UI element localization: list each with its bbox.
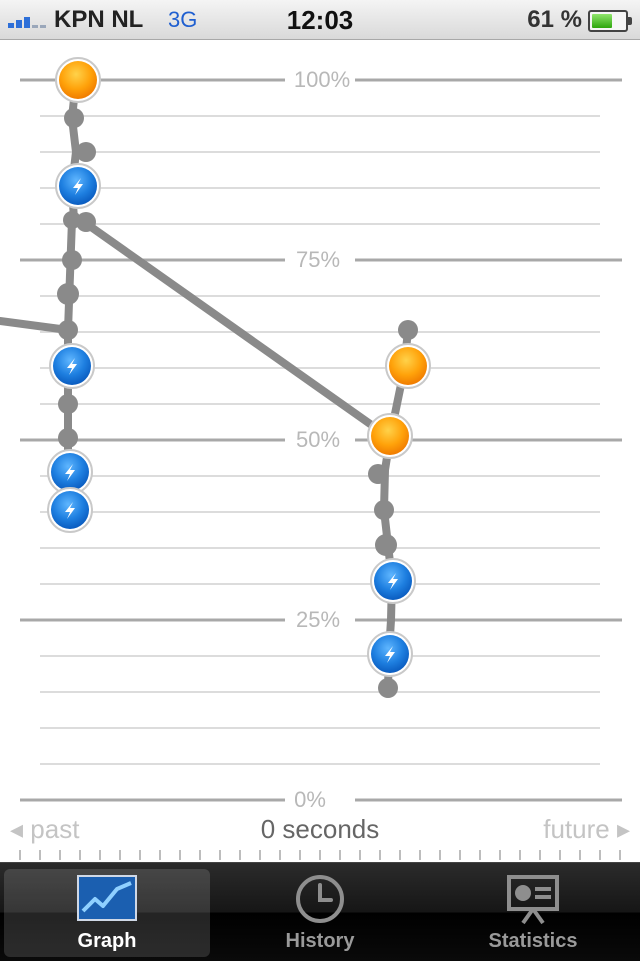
charging-marker[interactable] [47, 487, 93, 533]
past-label[interactable]: ◂ past [10, 814, 80, 844]
clock-icon [296, 875, 344, 923]
battery-fill [592, 14, 612, 28]
full-charge-marker[interactable] [55, 57, 101, 103]
signal-strength-icon [8, 12, 48, 28]
graph-canvas: 100% 75% 50% 25% 0% [0, 57, 622, 812]
charging-marker[interactable] [367, 631, 413, 677]
graph-icon [77, 875, 137, 921]
y-label-0: 0% [294, 787, 326, 812]
timeline-ticks [19, 850, 621, 860]
tab-statistics[interactable]: Statistics [430, 869, 636, 957]
battery-icon [588, 10, 632, 32]
full-charge-marker[interactable] [385, 343, 431, 389]
y-label-50: 50% [296, 427, 340, 452]
history-points [57, 108, 418, 698]
future-label[interactable]: future ▸ [543, 814, 630, 844]
tab-history[interactable]: History [217, 869, 423, 957]
y-label-25: 25% [296, 607, 340, 632]
charging-marker[interactable] [55, 163, 101, 209]
tab-graph[interactable]: Graph [4, 869, 210, 957]
charging-marker[interactable] [370, 558, 416, 604]
tab-history-label: History [285, 930, 355, 952]
battery-percent: 61 % [527, 6, 582, 33]
tab-statistics-label: Statistics [488, 930, 578, 952]
y-label-100: 100% [294, 67, 350, 92]
presentation-icon [507, 875, 559, 925]
charging-marker[interactable] [47, 449, 93, 495]
tab-bar: Graph History Statistics [0, 862, 640, 961]
timeline[interactable]: ◂ past 0 seconds future ▸ [0, 810, 640, 862]
charging-marker[interactable] [49, 343, 95, 389]
minor-gridlines [40, 115, 600, 765]
tab-graph-label: Graph [77, 930, 137, 952]
status-bar: KPN NL 3G 12:03 61 % [0, 0, 640, 40]
battery-graph[interactable]: 100% 75% 50% 25% 0% [0, 40, 640, 820]
y-label-75: 75% [296, 247, 340, 272]
carrier-name: KPN NL [54, 6, 144, 33]
network-type: 3G [168, 7, 198, 32]
time-offset-label: 0 seconds [260, 814, 380, 844]
status-time: 12:03 [286, 5, 354, 35]
full-charge-marker[interactable] [367, 413, 413, 459]
